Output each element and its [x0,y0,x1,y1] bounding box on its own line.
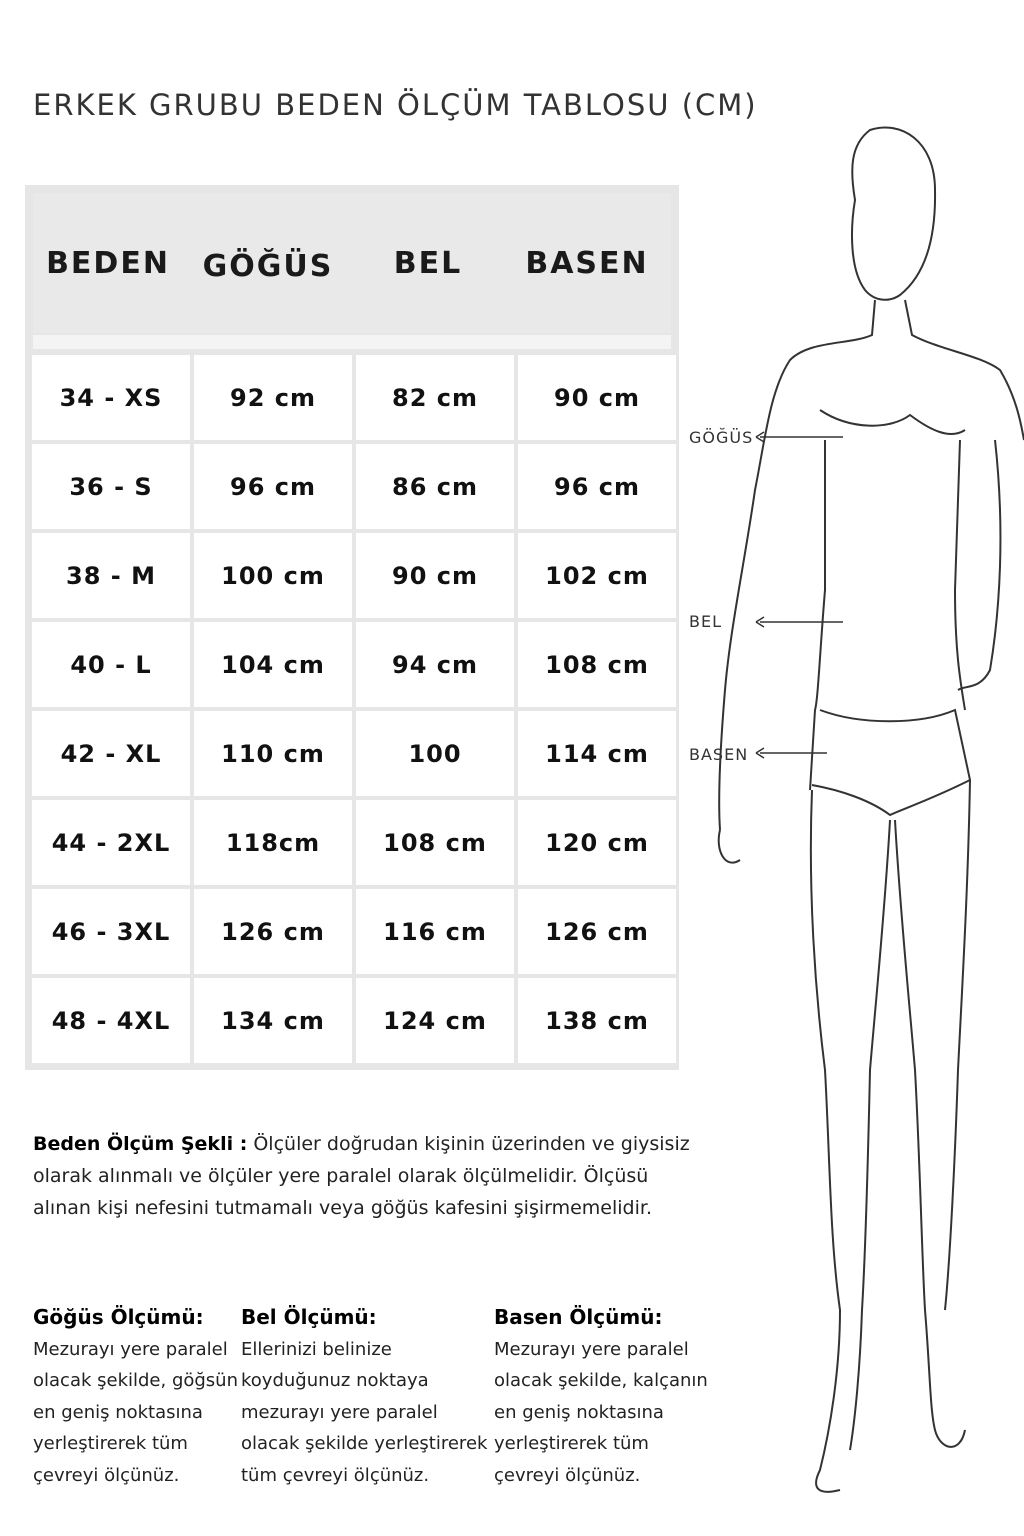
hip-measurement: Basen Ölçümü: Mezurayı yere paralel olaca… [494,1302,708,1491]
description-label: Beden Ölçüm Şekli : [33,1133,248,1155]
chest-title: Göğüs Ölçümü: [33,1305,204,1329]
cell-basen: 102 cm [518,533,676,618]
cell-bel: 108 cm [356,800,514,885]
hip-text: Mezurayı yere paralel olacak şekilde, ka… [494,1338,708,1486]
waist-label: BEL [689,612,722,631]
cell-beden: 36 - S [32,444,190,529]
table-row: 44 - 2XL 118cm 108 cm 120 cm [30,798,676,887]
header-bel: BEL [393,245,463,281]
table-row: 48 - 4XL 134 cm 124 cm 138 cm [30,976,676,1065]
waist-measurement: Bel Ölçümü: Ellerinizi belinize koyduğunu… [241,1302,487,1491]
cell-beden: 42 - XL [32,711,190,796]
cell-basen: 96 cm [518,444,676,529]
chest-label: GÖĞÜS [689,428,754,447]
page-title: ERKEK GRUBU BEDEN ÖLÇÜM TABLOSU (CM) [33,88,758,122]
hip-title: Basen Ölçümü: [494,1305,663,1329]
cell-gogus: 100 cm [194,533,352,618]
cell-beden: 46 - 3XL [32,889,190,974]
size-table: BEDEN GÖĞÜS BEL BASEN 34 - XS 92 cm 82 cm 9… [25,185,679,1070]
header-basen: BASEN [525,245,649,281]
cell-gogus: 134 cm [194,978,352,1063]
header-beden: BEDEN [46,245,170,281]
cell-bel: 94 cm [356,622,514,707]
cell-basen: 120 cm [518,800,676,885]
table-body: 34 - XS 92 cm 82 cm 90 cm 36 - S 96 cm 86 cm 96… [30,353,676,1065]
cell-beden: 40 - L [32,622,190,707]
table-row: 36 - S 96 cm 86 cm 96 cm [30,442,676,531]
hip-label: BASEN [689,745,749,764]
cell-beden: 44 - 2XL [32,800,190,885]
cell-bel: 124 cm [356,978,514,1063]
cell-gogus: 110 cm [194,711,352,796]
table-header: BEDEN GÖĞÜS BEL BASEN [33,193,671,333]
cell-gogus: 96 cm [194,444,352,529]
cell-gogus: 126 cm [194,889,352,974]
header-divider [33,335,671,349]
cell-basen: 126 cm [518,889,676,974]
cell-beden: 34 - XS [32,355,190,440]
cell-beden: 38 - M [32,533,190,618]
cell-basen: 138 cm [518,978,676,1063]
table-row: 42 - XL 110 cm 100 114 cm [30,709,676,798]
chest-text: Mezurayı yere paralel olacak şekilde, gö… [33,1338,238,1486]
measurement-description: Beden Ölçüm Şekli : Ölçüler doğrudan kiş… [33,1128,693,1224]
cell-bel: 100 [356,711,514,796]
cell-basen: 114 cm [518,711,676,796]
cell-bel: 90 cm [356,533,514,618]
cell-gogus: 104 cm [194,622,352,707]
cell-gogus: 92 cm [194,355,352,440]
table-row: 38 - M 100 cm 90 cm 102 cm [30,531,676,620]
cell-basen: 108 cm [518,622,676,707]
cell-beden: 48 - 4XL [32,978,190,1063]
cell-basen: 90 cm [518,355,676,440]
description-text: Ölçüler doğrudan kişinin üzerinden ve gi… [33,1133,690,1219]
table-row: 34 - XS 92 cm 82 cm 90 cm [30,353,676,442]
cell-bel: 116 cm [356,889,514,974]
cell-gogus: 118cm [194,800,352,885]
table-row: 40 - L 104 cm 94 cm 108 cm [30,620,676,709]
waist-title: Bel Ölçümü: [241,1305,377,1329]
waist-text: Ellerinizi belinize koyduğunuz noktaya m… [241,1338,488,1486]
table-row: 46 - 3XL 126 cm 116 cm 126 cm [30,887,676,976]
male-body-figure [717,126,1024,1493]
chest-measurement: Göğüs Ölçümü: Mezurayı yere paralel olaca… [33,1302,238,1491]
cell-bel: 86 cm [356,444,514,529]
header-gogus: GÖĞÜS [202,248,334,284]
cell-bel: 82 cm [356,355,514,440]
